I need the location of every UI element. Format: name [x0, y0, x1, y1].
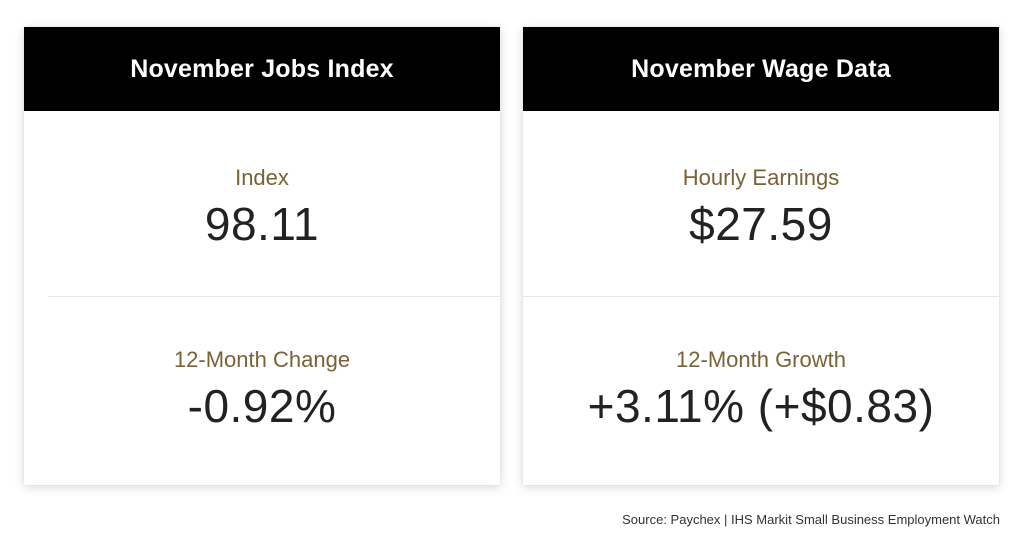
- jobs-index-divider: [48, 296, 500, 297]
- jobs-index-title: November Jobs Index: [130, 54, 394, 83]
- hourly-earnings-section: Hourly Earnings $27.59: [523, 111, 999, 297]
- wage-data-divider: [523, 296, 999, 297]
- wage-data-title: November Wage Data: [631, 54, 891, 83]
- twelve-month-growth-section: 12-Month Growth +3.11% (+$0.83): [523, 298, 999, 485]
- index-section: Index 98.11: [24, 111, 500, 297]
- twelve-month-change-value: -0.92%: [187, 380, 337, 432]
- jobs-index-header: November Jobs Index: [24, 27, 500, 111]
- twelve-month-change-section: 12-Month Change -0.92%: [24, 298, 500, 485]
- index-label: Index: [235, 165, 289, 190]
- hourly-earnings-value: $27.59: [689, 198, 833, 250]
- twelve-month-growth-label: 12-Month Growth: [676, 347, 846, 372]
- wage-data-card: November Wage Data Hourly Earnings $27.5…: [523, 27, 999, 485]
- index-value: 98.11: [204, 198, 320, 250]
- wage-data-header: November Wage Data: [523, 27, 999, 111]
- jobs-index-card: November Jobs Index Index 98.11 12-Month…: [24, 27, 500, 485]
- twelve-month-change-label: 12-Month Change: [173, 347, 351, 372]
- twelve-month-growth-value: +3.11% (+$0.83): [587, 380, 935, 432]
- hourly-earnings-label: Hourly Earnings: [682, 165, 840, 190]
- source-note: Source: Paychex | IHS Markit Small Busin…: [622, 512, 1000, 527]
